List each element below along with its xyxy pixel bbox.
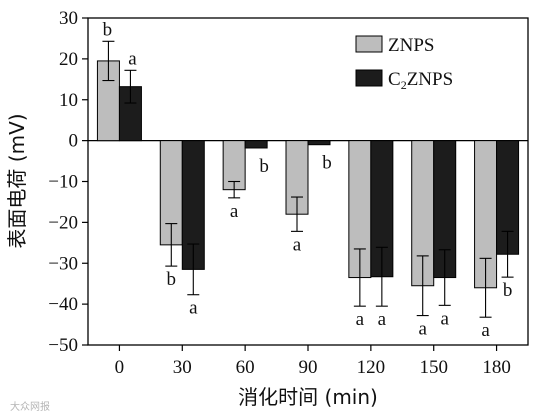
x-tick-label: 0 <box>115 357 125 378</box>
significance-letter: b <box>167 269 177 290</box>
significance-letter: a <box>128 48 137 69</box>
y-tick-label: −40 <box>48 294 78 315</box>
y-tick-label: −10 <box>48 172 78 193</box>
y-tick-label: 30 <box>59 8 78 29</box>
significance-letter: b <box>503 280 513 301</box>
significance-letter: a <box>481 320 490 341</box>
y-tick-label: 10 <box>59 90 78 111</box>
significance-letter: b <box>103 19 113 40</box>
y-tick-label: −50 <box>48 335 78 356</box>
y-tick-label: −20 <box>48 212 78 233</box>
significance-letter: a <box>378 309 387 330</box>
bar-series-layer <box>96 60 520 289</box>
x-tick-label: 30 <box>173 357 192 378</box>
watermark: 大众网报 <box>10 400 50 413</box>
legend-swatch-c2znps <box>355 69 383 87</box>
significance-letter: b <box>259 156 269 177</box>
x-axis-title: 消化时间 (min) <box>238 385 378 409</box>
y-tick-label: 20 <box>59 49 78 70</box>
x-tick-label: 150 <box>419 357 448 378</box>
legend-swatch-znps <box>355 35 383 53</box>
error-bar-layer <box>102 40 514 318</box>
y-axis-title: 表面电荷 (mV) <box>5 113 29 248</box>
x-tick-label: 60 <box>236 357 255 378</box>
y-axis: 30 20 10 0 −10 −20 −30 −40 −50 <box>48 8 88 356</box>
significance-letter: a <box>230 201 239 222</box>
significance-letter: a <box>418 319 427 340</box>
y-tick-label: −30 <box>48 253 78 274</box>
x-tick-label: 120 <box>357 357 386 378</box>
legend-label-c2znps: C2ZNPS <box>388 69 453 92</box>
significance-letter: b <box>322 153 332 174</box>
bar-c2znps-90 <box>307 140 331 146</box>
legend-label-znps: ZNPS <box>388 35 434 56</box>
legend: ZNPS C2ZNPS <box>355 35 453 92</box>
x-axis: 0 30 60 90 120 150 180 <box>115 345 511 378</box>
y-tick-label: 0 <box>69 131 79 152</box>
significance-letter: a <box>189 298 198 319</box>
bar-c2znps-60 <box>244 140 268 149</box>
x-tick-label: 90 <box>299 357 318 378</box>
significance-letter: a <box>356 309 365 330</box>
significance-letter: a <box>293 234 302 255</box>
x-tick-label: 180 <box>482 357 511 378</box>
significance-letter: a <box>440 308 449 329</box>
